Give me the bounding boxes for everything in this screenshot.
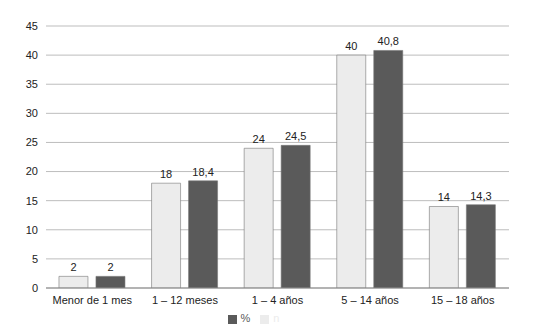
svg-text:5 – 14 años: 5 – 14 años xyxy=(341,294,399,306)
svg-text:24: 24 xyxy=(253,133,265,145)
svg-text:40: 40 xyxy=(345,40,357,52)
svg-text:25: 25 xyxy=(26,136,38,148)
svg-text:30: 30 xyxy=(26,107,38,119)
svg-text:2: 2 xyxy=(107,261,113,273)
svg-text:20: 20 xyxy=(26,165,38,177)
svg-text:35: 35 xyxy=(26,78,38,90)
svg-text:2: 2 xyxy=(70,261,76,273)
svg-text:15 – 18 años: 15 – 18 años xyxy=(431,294,495,306)
svg-text:1 – 12 meses: 1 – 12 meses xyxy=(152,294,219,306)
svg-text:10: 10 xyxy=(26,224,38,236)
html-text:n: n xyxy=(273,312,280,324)
svg-text:24,5: 24,5 xyxy=(285,130,306,142)
svg-text:5: 5 xyxy=(32,253,38,265)
svg-text:Menor de 1 mes: Menor de 1 mes xyxy=(53,294,133,306)
svg-text:18: 18 xyxy=(160,168,172,180)
svg-text:15: 15 xyxy=(26,195,38,207)
svg-text:40: 40 xyxy=(26,49,38,61)
svg-text:18,4: 18,4 xyxy=(192,166,213,178)
svg-text:0: 0 xyxy=(32,282,38,294)
svg-text:45: 45 xyxy=(26,20,38,32)
svg-text:1 – 4 años: 1 – 4 años xyxy=(252,294,304,306)
svg-text:40,8: 40,8 xyxy=(378,35,399,47)
svg-text:14: 14 xyxy=(438,191,450,203)
svg-text:14,3: 14,3 xyxy=(470,190,491,202)
